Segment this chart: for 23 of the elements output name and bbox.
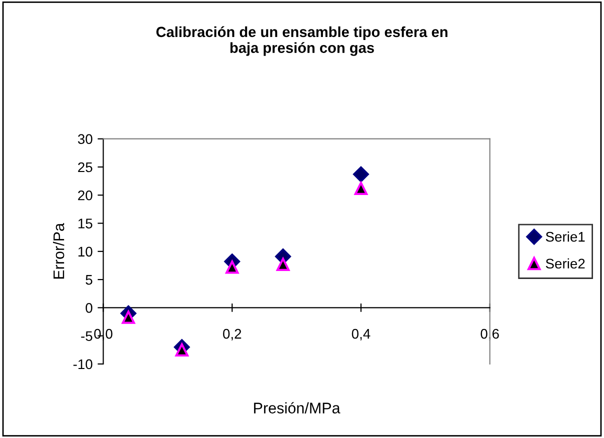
y-tick-label: 15 (78, 218, 92, 228)
point (226, 260, 239, 274)
y-tick-label: 20 (78, 190, 92, 200)
x-tick-label: 0,4 (352, 328, 370, 340)
point (175, 343, 188, 357)
y-tick-label: -10 (73, 359, 92, 370)
legend-label: Serie2 (546, 258, 585, 269)
y-tick-label: 10 (78, 246, 92, 257)
point (353, 166, 369, 182)
point (354, 182, 368, 195)
chart-title: Calibración de un ensamble tipo esfera en baja presión con gas (156, 26, 448, 56)
y-tick-label: 0 (86, 303, 92, 313)
x-tick-label: 0,6 (480, 328, 499, 340)
y-axis-title: Error/Pa (53, 222, 64, 279)
point (276, 258, 290, 271)
point (122, 310, 136, 324)
x-tick-label: 0,2 (223, 328, 242, 340)
y-tick-label: 5 (86, 275, 92, 285)
legend-label: Serie1 (546, 232, 585, 242)
y-tick-label: -5 (81, 331, 92, 342)
y-tick-label: 30 (78, 134, 92, 144)
x-axis-title: Presión/MPa (254, 402, 340, 414)
y-tick-label: 25 (78, 162, 92, 172)
